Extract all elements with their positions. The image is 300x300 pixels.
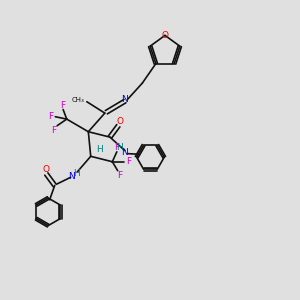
Text: F: F — [48, 112, 53, 121]
Text: O: O — [161, 31, 169, 40]
Text: CH₃: CH₃ — [72, 97, 85, 103]
Text: F: F — [114, 142, 119, 152]
Text: H: H — [73, 169, 80, 178]
Text: F: F — [52, 126, 57, 135]
Text: N: N — [68, 172, 75, 181]
Text: F: F — [61, 100, 66, 109]
Text: O: O — [116, 117, 123, 126]
Text: H: H — [96, 145, 103, 154]
Text: F: F — [126, 157, 131, 166]
Text: F: F — [117, 171, 122, 180]
Text: N: N — [121, 95, 128, 104]
Text: O: O — [42, 165, 49, 174]
Text: H: H — [116, 142, 123, 152]
Text: N: N — [122, 148, 128, 157]
